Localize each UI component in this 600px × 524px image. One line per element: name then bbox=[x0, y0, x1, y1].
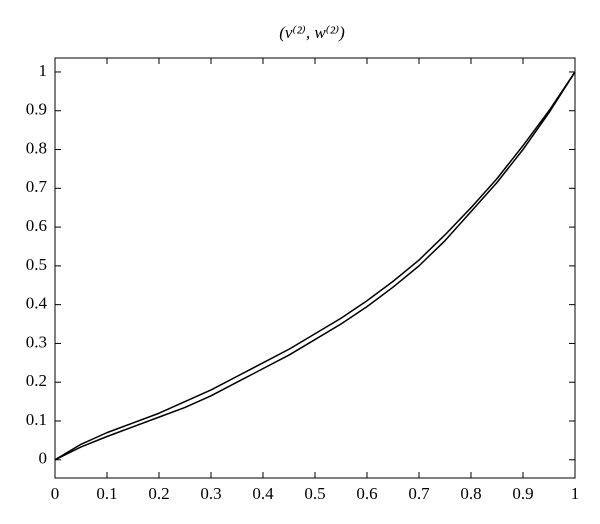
y-tick-label: 0.6 bbox=[26, 216, 47, 235]
y-tick-label: 0.3 bbox=[26, 332, 47, 351]
x-tick-label: 1 bbox=[571, 484, 580, 503]
y-tick-label: 1 bbox=[39, 61, 48, 80]
x-tick-label: 0.9 bbox=[512, 484, 533, 503]
x-tick-label: 0.8 bbox=[460, 484, 481, 503]
y-tick-label: 0.8 bbox=[26, 138, 47, 157]
y-tick-label: 0.2 bbox=[26, 371, 47, 390]
x-tick-label: 0.5 bbox=[304, 484, 325, 503]
y-tick-label: 0.4 bbox=[26, 294, 48, 313]
x-tick-label: 0.2 bbox=[148, 484, 169, 503]
line bbox=[54, 71, 576, 461]
y-tick-label: 0.7 bbox=[26, 177, 48, 196]
y-tick-label: 0 bbox=[39, 449, 48, 468]
x-tick-label: 0.4 bbox=[252, 484, 274, 503]
x-tick-label: 0.1 bbox=[96, 484, 117, 503]
plot-frame bbox=[54, 57, 576, 479]
x-tick-label: 0.3 bbox=[200, 484, 221, 503]
chart-title: (v⁽²⁾, w⁽²⁾) bbox=[279, 23, 345, 42]
y-tick-label: 0.9 bbox=[26, 100, 47, 119]
x-tick-label: 0 bbox=[51, 484, 60, 503]
y-tick-label: 0.1 bbox=[26, 410, 47, 429]
x-tick-label: 0.7 bbox=[408, 484, 430, 503]
line bbox=[54, 71, 576, 461]
y-tick-label: 0.5 bbox=[26, 255, 47, 274]
x-tick-label: 0.6 bbox=[356, 484, 377, 503]
